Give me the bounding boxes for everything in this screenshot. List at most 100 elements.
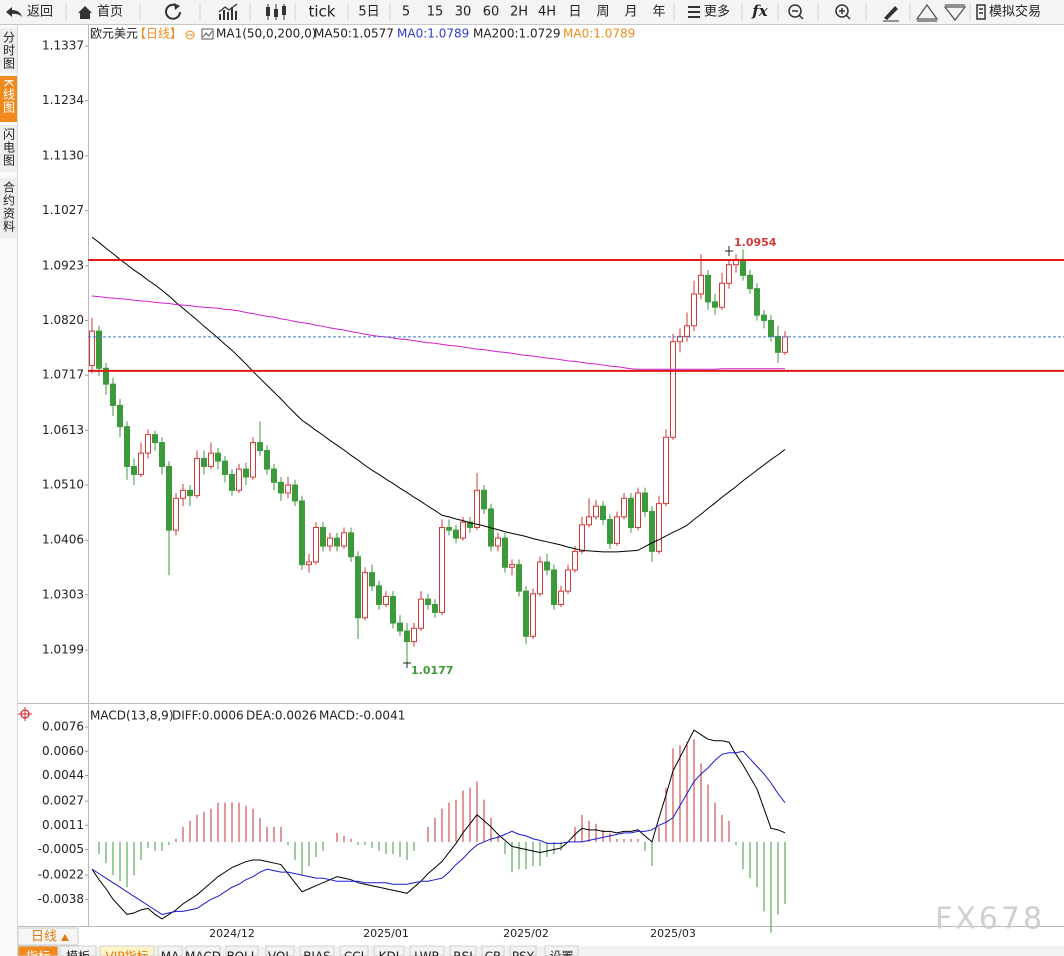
bottom-tab[interactable]: BOLL [227, 950, 258, 956]
bottom-tab-bg [59, 945, 97, 956]
macd-bar [112, 841, 114, 876]
candle-body [586, 516, 592, 526]
macd-bar [504, 841, 506, 854]
period-button[interactable]: 2H [510, 5, 528, 20]
bottom-tab-bg [481, 945, 505, 956]
candle-body [341, 532, 347, 547]
trade-button[interactable]: 模拟交易 [976, 4, 1041, 20]
period-selector[interactable]: 日线 [17, 927, 79, 946]
period-button[interactable]: 4H [538, 5, 556, 20]
macd-bar [182, 826, 184, 842]
candle-body [390, 595, 396, 624]
candle-body [495, 537, 501, 547]
y-tick-label: 0.0044 [42, 768, 84, 782]
candle-body [530, 593, 536, 637]
formula-button[interactable]: fx [751, 2, 768, 20]
period-button[interactable]: 15 [427, 5, 444, 20]
refresh-arrow [174, 3, 180, 10]
zoom-out-button[interactable] [788, 4, 804, 20]
macd-bar [616, 838, 618, 842]
candle-body [159, 442, 165, 467]
candle-body [670, 341, 676, 438]
bottom-tab-bg [409, 945, 445, 956]
side-tab[interactable]: K线图 [0, 76, 17, 122]
candle-body [397, 622, 403, 632]
more-button[interactable]: 更多 [688, 4, 730, 20]
bottom-tab[interactable]: PSY [512, 950, 535, 956]
macd-bar [273, 826, 275, 842]
candle-body [600, 505, 606, 521]
bottom-tab[interactable]: BIAS [303, 950, 331, 956]
bottom-tab[interactable]: CCI [344, 950, 364, 956]
up-alert-button[interactable] [915, 3, 939, 22]
candle-body [306, 561, 312, 566]
candle-body [166, 465, 172, 531]
bottom-tab[interactable]: LWR [414, 950, 440, 956]
home-label: 首页 [97, 5, 123, 20]
candle-body [663, 436, 669, 505]
candle-body [579, 524, 585, 552]
candle-body [474, 489, 480, 528]
candle-body [537, 561, 543, 595]
collapse-icon[interactable] [185, 30, 195, 40]
macd-bar [168, 841, 170, 845]
refresh-button[interactable] [165, 3, 181, 20]
bar-chart-button[interactable] [218, 3, 238, 20]
bottom-tab[interactable]: RSI [453, 950, 473, 956]
y-tick-label: -0.0038 [38, 892, 84, 906]
legend-item: MA200:1.0729 [473, 27, 561, 41]
bottom-tab[interactable]: MACD [185, 950, 221, 956]
period-button[interactable]: 5日 [358, 5, 379, 20]
settings-icon[interactable] [201, 28, 214, 40]
home-button[interactable]: 首页 [78, 5, 123, 20]
bottom-tab-bg [449, 945, 477, 956]
macd-bar [231, 802, 233, 842]
candle-body [180, 489, 186, 499]
candle-body [502, 537, 508, 568]
down-alert-button[interactable] [943, 4, 967, 22]
macd-bar [777, 841, 779, 915]
candle-body [761, 314, 767, 321]
bottom-tab[interactable]: KDJ [379, 950, 400, 956]
side-tab[interactable]: 分时图 [0, 28, 17, 73]
candle-body [747, 274, 753, 290]
candle-body [614, 516, 620, 544]
period-button[interactable]: 60 [483, 5, 500, 20]
draw-button[interactable] [883, 6, 899, 22]
macd-bar [623, 838, 625, 842]
toolbar-bg [0, 0, 1064, 24]
period-button[interactable]: 日 [568, 5, 581, 20]
tick-button[interactable]: tick [309, 3, 336, 21]
period-button[interactable]: 5 [402, 5, 410, 20]
side-tab[interactable]: 合约资料 [0, 178, 17, 238]
macd-bar [224, 802, 226, 842]
bottom-tab[interactable]: 指标 [26, 949, 50, 956]
bottom-tab[interactable]: CR [485, 950, 502, 956]
period-button[interactable]: 周 [596, 5, 609, 20]
period-button[interactable]: 30 [455, 5, 472, 20]
side-tab[interactable]: 闪电图 [0, 125, 17, 172]
macd-bar [770, 841, 772, 933]
side-tab-label: K线图 [2, 79, 16, 114]
zoom-in-icon [835, 4, 849, 18]
candle-body [404, 630, 410, 643]
bottom-tab[interactable]: 模板 [66, 950, 90, 956]
back-button[interactable]: 返回 [6, 5, 53, 20]
period-label: 【日线】 [134, 27, 182, 41]
y-tick-label: 1.1027 [42, 203, 84, 217]
bottom-tab[interactable]: 设置 [549, 950, 573, 956]
bottom-tab[interactable]: VIP指标 [106, 949, 149, 956]
macd-bar [595, 823, 597, 842]
bottom-tab[interactable]: MA [161, 950, 180, 956]
zoom-in-button[interactable] [835, 4, 851, 20]
bottom-tab-bg [265, 945, 295, 956]
candle-body [565, 569, 571, 592]
candle-body [607, 519, 613, 544]
period-button[interactable]: 月 [624, 5, 637, 20]
period-button[interactable]: 年 [652, 5, 665, 20]
candle-body [432, 603, 438, 613]
candle-button[interactable] [266, 4, 286, 20]
macd-bar [763, 841, 765, 912]
bottom-tab[interactable]: VOL [268, 950, 292, 956]
